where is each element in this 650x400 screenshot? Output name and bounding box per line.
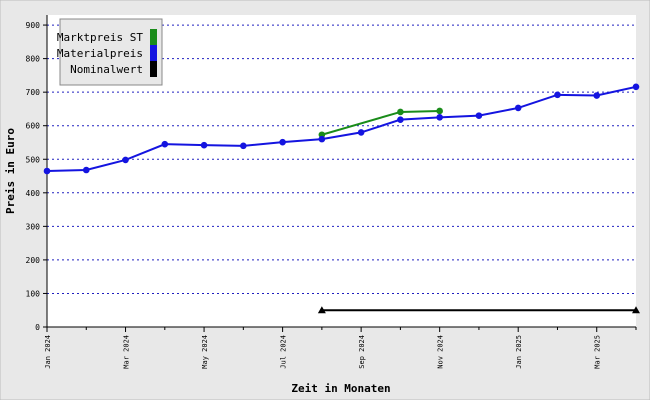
point — [43, 167, 51, 175]
x-tick-label: Jan 2024 — [44, 335, 52, 369]
x-tick-label: Mar 2024 — [123, 335, 131, 369]
y-tick-label: 600 — [26, 122, 41, 131]
x-tick-label: Mar 2025 — [594, 335, 602, 369]
point — [436, 114, 443, 121]
legend-swatch — [150, 29, 157, 45]
x-tick-label: Sep 2024 — [358, 335, 366, 369]
y-tick-label: 500 — [26, 155, 41, 164]
legend-label: Materialpreis — [57, 47, 143, 60]
point — [397, 116, 404, 123]
y-tick-label: 200 — [26, 256, 41, 265]
y-axis-label: Preis in Euro — [4, 128, 17, 214]
y-tick-label: 0 — [35, 323, 40, 332]
point — [357, 129, 365, 136]
point — [200, 141, 208, 149]
point — [317, 306, 326, 314]
legend-label: Marktpreis ST — [57, 31, 143, 44]
legend — [59, 18, 163, 86]
x-tick-label: May 2024 — [201, 335, 209, 369]
point — [632, 83, 640, 91]
legend-swatch — [150, 61, 157, 77]
point — [240, 142, 247, 150]
y-tick-label: 300 — [26, 222, 41, 231]
point — [436, 107, 443, 115]
y-tick-label: 400 — [26, 189, 41, 198]
series-line — [46, 85, 637, 172]
point — [82, 166, 90, 174]
y-tick-label: 100 — [26, 289, 41, 298]
y-tick-label: 700 — [26, 88, 41, 97]
point — [318, 135, 326, 143]
point — [514, 104, 522, 112]
x-axis-label: Zeit in Monaten — [291, 382, 390, 395]
y-tick-label: 900 — [26, 21, 41, 30]
x-tick-label: Jul 2024 — [280, 335, 288, 369]
legend-swatch — [150, 45, 157, 61]
point — [122, 156, 129, 164]
y-tick-label: 800 — [26, 55, 41, 64]
point — [593, 92, 601, 99]
point — [397, 108, 404, 116]
point — [632, 306, 640, 314]
point — [279, 138, 286, 146]
x-tick-label: Jan 2025 — [515, 335, 523, 369]
legend-label: Nominalwert — [70, 63, 143, 76]
x-tick-label: Nov 2024 — [437, 335, 445, 369]
point — [475, 112, 483, 119]
point — [554, 91, 561, 99]
point — [161, 140, 169, 148]
